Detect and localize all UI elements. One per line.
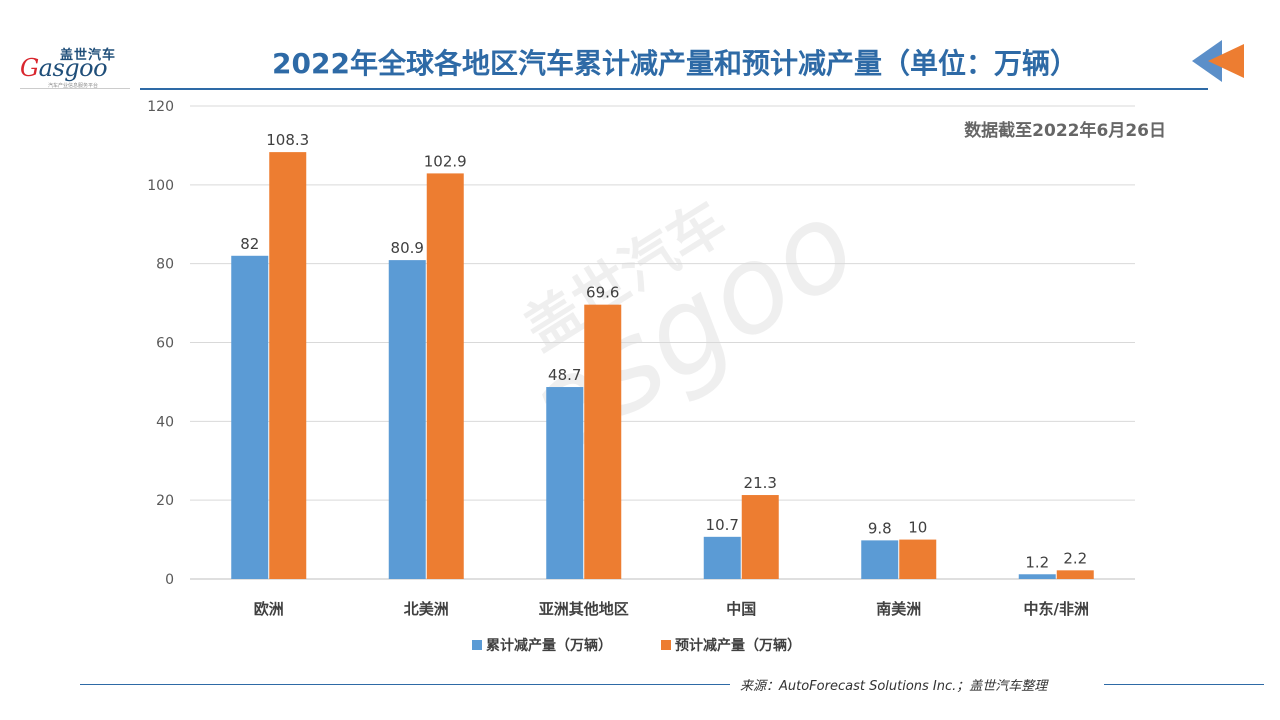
y-tick-label: 60: [156, 336, 174, 352]
legend-swatch: [661, 640, 671, 650]
bar: [231, 255, 269, 580]
footer-divider-right: [1104, 684, 1264, 685]
y-tick-label: 0: [165, 572, 174, 588]
y-tick-label: 80: [156, 257, 174, 273]
data-label: 102.9: [424, 152, 467, 170]
logo-en-rest: asgoo: [38, 54, 108, 82]
data-label: 48.7: [548, 366, 581, 384]
x-tick-label: 南美洲: [876, 600, 921, 618]
bar: [584, 304, 622, 579]
y-tick-label: 20: [156, 493, 174, 509]
bar: [1056, 570, 1094, 579]
y-tick-label: 40: [156, 414, 174, 430]
gasgoo-logo: 盖世汽车 Gasgoo 汽车产业信息服务平台: [20, 44, 132, 92]
logo-en-initial: G: [20, 54, 39, 82]
title-divider-left: [20, 88, 130, 89]
data-label: 1.2: [1025, 553, 1049, 571]
bar: [741, 495, 779, 579]
x-tick-label: 中东/非洲: [1024, 600, 1089, 618]
logo-en-text: Gasgoo: [20, 54, 108, 82]
x-tick-label: 中国: [726, 600, 756, 618]
data-date-note: 数据截至2022年6月26日: [964, 120, 1166, 141]
y-tick-label: 100: [147, 178, 174, 194]
page-title: 2022年全球各地区汽车累计减产量和预计减产量（单位：万辆）: [272, 47, 1078, 80]
back-arrow-icon[interactable]: [1188, 36, 1248, 86]
bar: [899, 539, 937, 579]
data-label: 80.9: [391, 239, 424, 257]
data-label: 9.8: [868, 519, 892, 537]
watermark: 盖世汽车 asgoo: [501, 174, 879, 482]
data-label: 10: [908, 519, 927, 537]
legend-swatch: [472, 640, 482, 650]
logo-subtitle: 汽车产业信息服务平台: [48, 83, 99, 89]
x-tick-label: 北美洲: [404, 600, 449, 618]
bar: [703, 536, 741, 579]
bar: [546, 387, 584, 579]
bar: [388, 260, 426, 579]
data-label: 10.7: [706, 516, 739, 534]
bar: [1018, 574, 1056, 579]
x-tick-label: 亚洲其他地区: [539, 600, 629, 618]
title-divider: [140, 88, 1208, 90]
data-label: 69.6: [586, 284, 619, 302]
data-label: 21.3: [744, 474, 777, 492]
legend-label: 预计减产量（万辆）: [675, 637, 801, 654]
bar: [426, 173, 464, 579]
logo-cn-text: 盖世汽车: [60, 48, 117, 63]
legend-label: 累计减产量（万辆）: [486, 637, 612, 654]
x-tick-label: 欧洲: [254, 600, 284, 618]
data-label: 2.2: [1063, 549, 1087, 567]
y-tick-label: 120: [147, 99, 174, 115]
data-label: 108.3: [266, 131, 309, 149]
source-note: 来源：AutoForecast Solutions Inc.；盖世汽车整理: [740, 679, 1048, 694]
bar: [861, 540, 899, 579]
bar: [269, 152, 307, 579]
footer-divider-left: [80, 684, 730, 685]
data-label: 82: [240, 235, 259, 253]
